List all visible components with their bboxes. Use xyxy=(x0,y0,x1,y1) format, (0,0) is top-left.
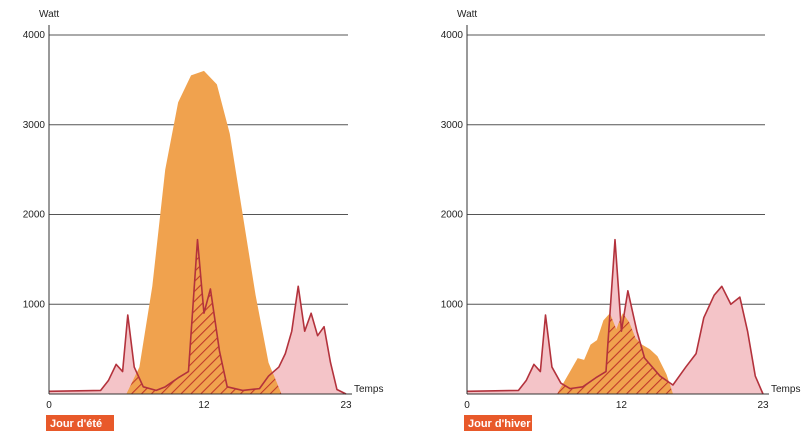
x-tick-label: 23 xyxy=(757,400,769,411)
y-tick-label: 1000 xyxy=(441,299,464,310)
x-axis-label: Temps xyxy=(771,384,800,395)
y-tick-label: 3000 xyxy=(23,120,46,131)
y-axis-label: Watt xyxy=(39,9,59,20)
y-tick-label: 4000 xyxy=(441,30,464,41)
y-tick-label: 2000 xyxy=(23,210,46,221)
x-tick-label: 12 xyxy=(198,400,210,411)
x-axis-label: Temps xyxy=(354,384,383,395)
chart-label: Jour d'été xyxy=(50,418,102,430)
x-tick-label: 23 xyxy=(340,400,352,411)
chart-label-badge xyxy=(46,415,114,431)
areas xyxy=(466,238,764,395)
areas xyxy=(48,70,347,395)
self-consumption-area xyxy=(557,314,673,394)
consumption-line xyxy=(48,238,347,395)
consumption-area xyxy=(467,239,763,394)
chart-jour-ete: Watt Temps 1000 2000 3000 4000 0 12 23 J… xyxy=(23,9,383,431)
chart-label-badge xyxy=(464,415,532,431)
chart-jour-hiver: Watt Temps 1000 2000 3000 4000 0 12 23 J… xyxy=(441,9,800,431)
x-tick-label: 12 xyxy=(616,400,628,411)
consumption-line xyxy=(466,238,764,395)
self-consumption-area xyxy=(126,239,282,394)
y-tick-label: 1000 xyxy=(23,299,46,310)
production-area xyxy=(126,70,282,395)
y-tick-label: 2000 xyxy=(441,210,464,221)
x-tick-label: 0 xyxy=(46,400,52,411)
y-tick-label: 3000 xyxy=(441,120,464,131)
x-tick-label: 0 xyxy=(464,400,470,411)
y-axis-label: Watt xyxy=(457,9,477,20)
y-tick-label: 4000 xyxy=(23,30,46,41)
chart-label: Jour d'hiver xyxy=(468,418,531,430)
